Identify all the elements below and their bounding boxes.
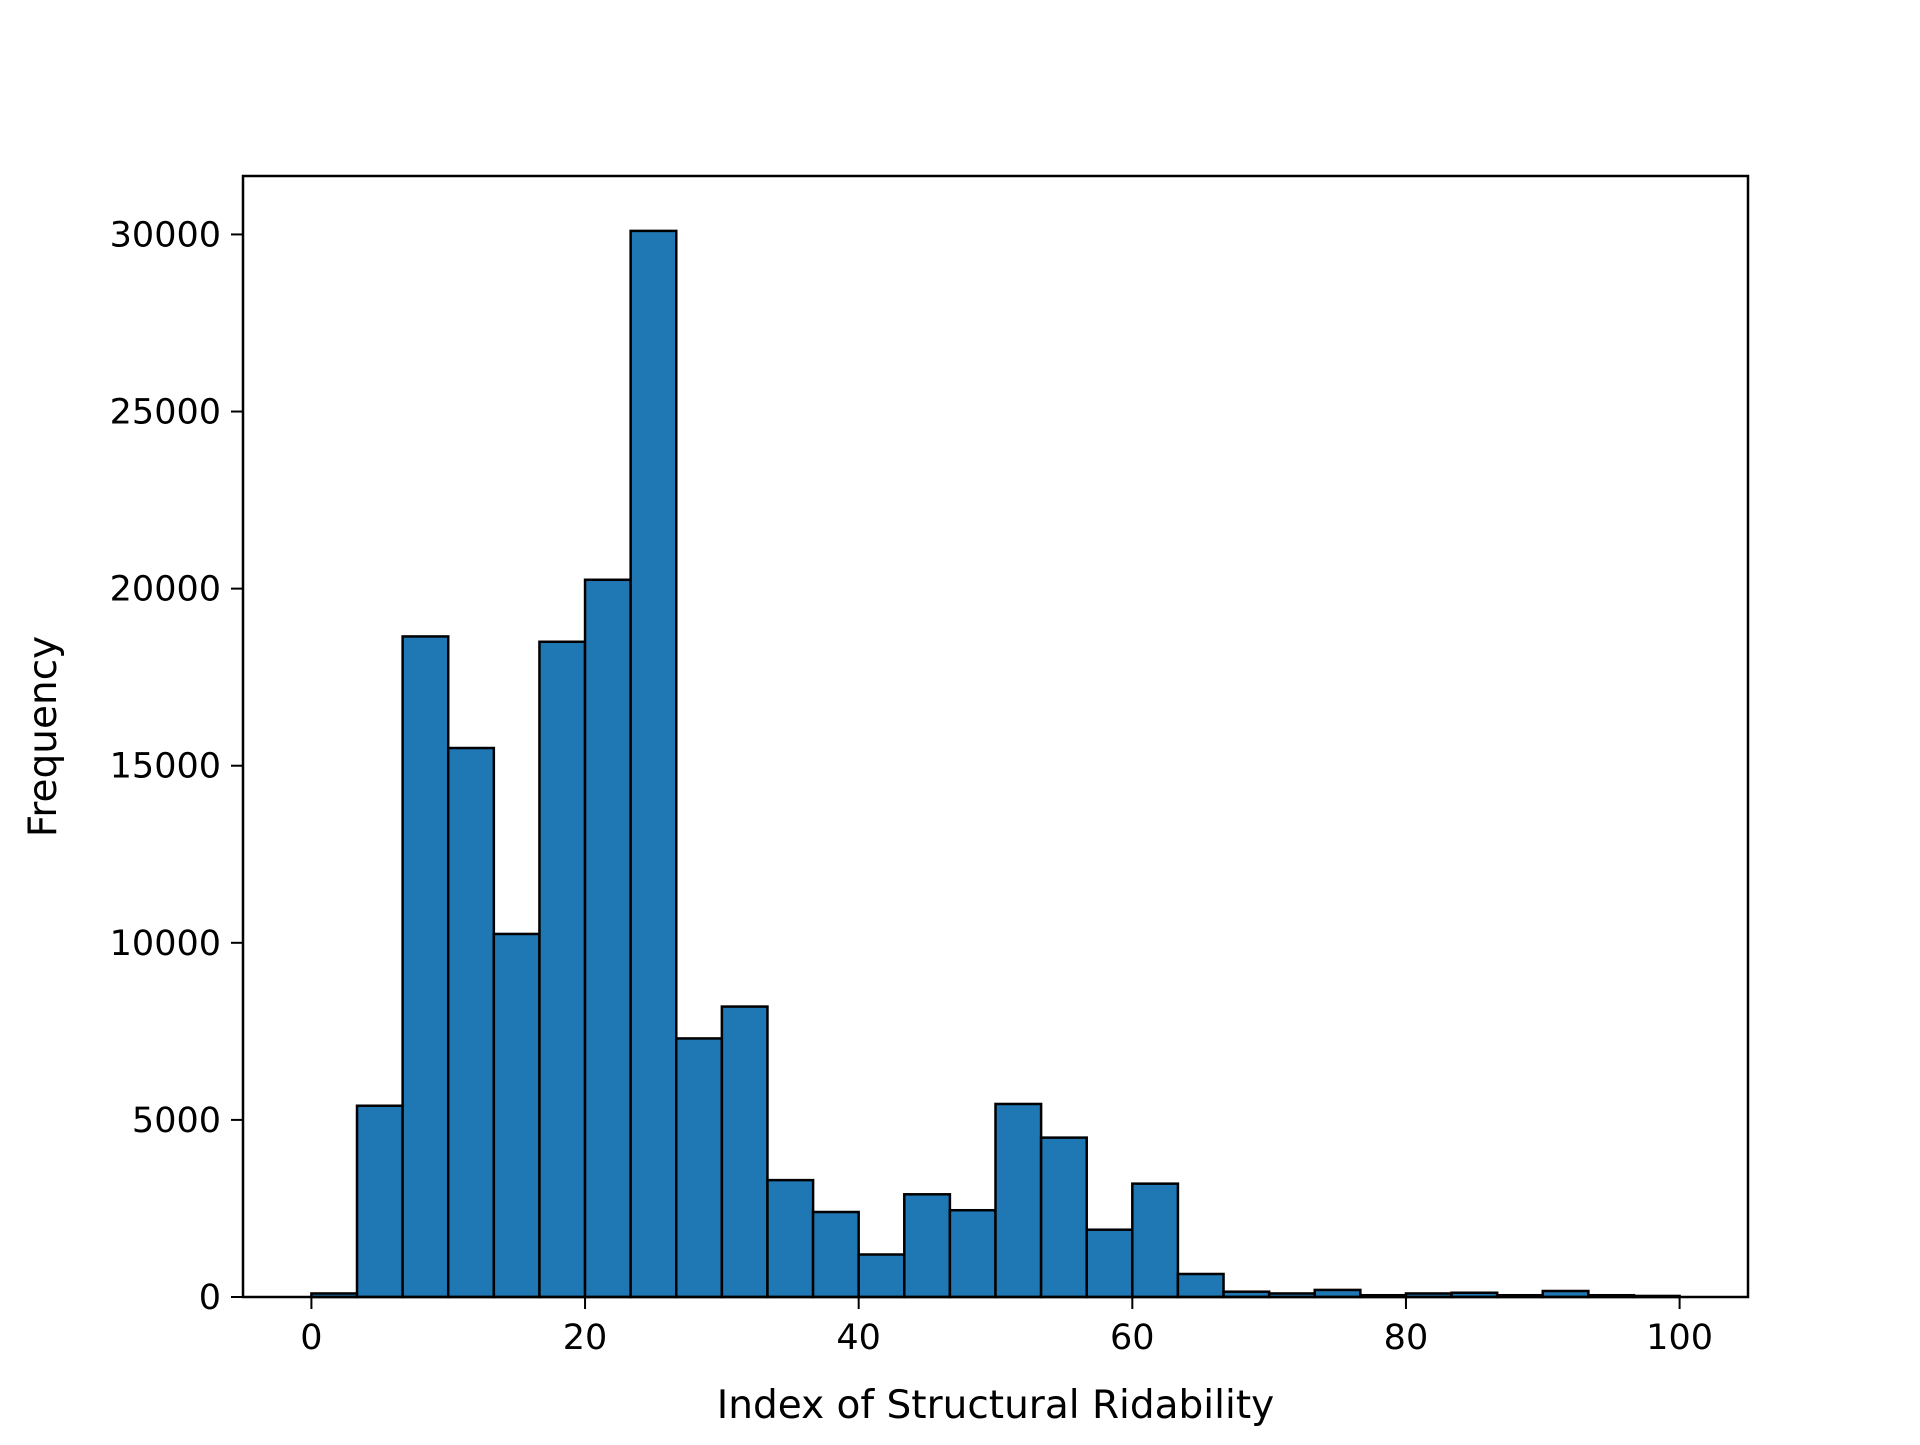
bars-group [310, 229, 1681, 1299]
x-tick-label: 20 [563, 1318, 608, 1358]
y-tick-label: 25000 [110, 393, 221, 433]
histogram-bar [720, 1005, 769, 1299]
histogram-bar [1085, 1228, 1134, 1299]
histogram-bar [538, 640, 587, 1299]
x-tick-label: 40 [836, 1318, 881, 1358]
y-tick-label: 5000 [132, 1101, 221, 1141]
histogram-bar [401, 635, 450, 1299]
histogram-bar [857, 1253, 906, 1299]
histogram-bar [355, 1104, 404, 1299]
x-tick-label: 80 [1384, 1318, 1429, 1358]
y-tick-label: 0 [199, 1278, 221, 1318]
y-axis-ticks: 0 5000 10000 15000 20000 25000 30000 [110, 215, 243, 1318]
y-axis-label: Frequency [21, 636, 66, 837]
x-tick-label: 100 [1646, 1318, 1713, 1358]
histogram-bar [675, 1037, 724, 1299]
histogram-bar [446, 746, 496, 1299]
x-axis-ticks: 0 20 40 60 80 100 [300, 1297, 1713, 1358]
histogram-bar [1039, 1136, 1088, 1299]
histogram-bar [948, 1208, 997, 1299]
y-tick-label: 30000 [110, 215, 221, 255]
histogram-bar [492, 932, 541, 1299]
histogram-bar [629, 229, 678, 1299]
y-tick-label: 10000 [110, 924, 221, 964]
x-axis-label: Index of Structural Ridability [717, 1383, 1274, 1428]
y-tick-label: 20000 [110, 570, 221, 610]
histogram-bar [766, 1178, 815, 1299]
histogram-bar [811, 1210, 860, 1299]
histogram-bar [1131, 1182, 1180, 1299]
x-tick-label: 0 [300, 1318, 322, 1358]
histogram-bar [994, 1102, 1043, 1299]
histogram-bar [903, 1193, 952, 1299]
histogram-bar [583, 578, 632, 1299]
plot-frame [241, 174, 1750, 1299]
histogram-bar [1176, 1272, 1225, 1299]
y-tick-label: 15000 [110, 747, 221, 787]
x-tick-label: 60 [1110, 1318, 1155, 1358]
